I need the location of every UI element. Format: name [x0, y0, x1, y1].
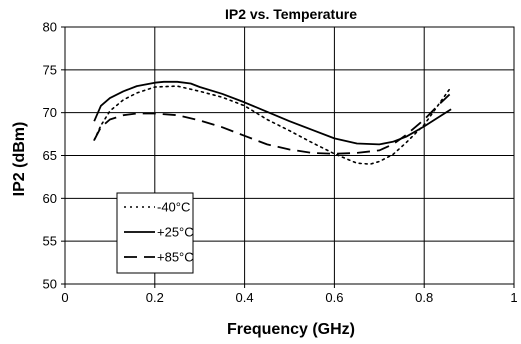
- series-line-85c: [93, 92, 452, 155]
- x-axis-ticks: 0 0.2 0.4 0.6 0.8 1: [61, 284, 518, 305]
- y-tick-label: 75: [43, 62, 57, 77]
- series-line-25c: [93, 80, 452, 146]
- legend-label: +25°C: [157, 225, 194, 240]
- series-group: [93, 80, 452, 165]
- x-tick-label: 0.2: [146, 290, 164, 305]
- x-tick-label: 0: [61, 290, 68, 305]
- y-tick-label: 50: [43, 277, 57, 292]
- x-tick-label: 0.4: [236, 290, 254, 305]
- x-tick-label: 0.6: [325, 290, 343, 305]
- series-line-40c: [93, 85, 452, 165]
- y-tick-label: 65: [43, 148, 57, 163]
- x-tick-label: 1: [510, 290, 517, 305]
- x-axis-title: Frequency (GHz): [227, 321, 355, 338]
- y-tick-label: 80: [43, 20, 57, 35]
- legend: -40°C +25°C +85°C: [116, 192, 194, 274]
- legend-label: +85°C: [157, 250, 194, 265]
- x-tick-label: 0.8: [415, 290, 433, 305]
- legend-label: -40°C: [157, 200, 190, 215]
- y-tick-label: 55: [43, 234, 57, 249]
- y-axis-title: IP2 (dBm): [11, 122, 28, 197]
- y-tick-label: 70: [43, 105, 57, 120]
- chart-title: IP2 vs. Temperature: [225, 6, 357, 22]
- y-tick-label: 60: [43, 191, 57, 206]
- y-axis-ticks: 50 55 60 65 70 75 80: [43, 20, 65, 292]
